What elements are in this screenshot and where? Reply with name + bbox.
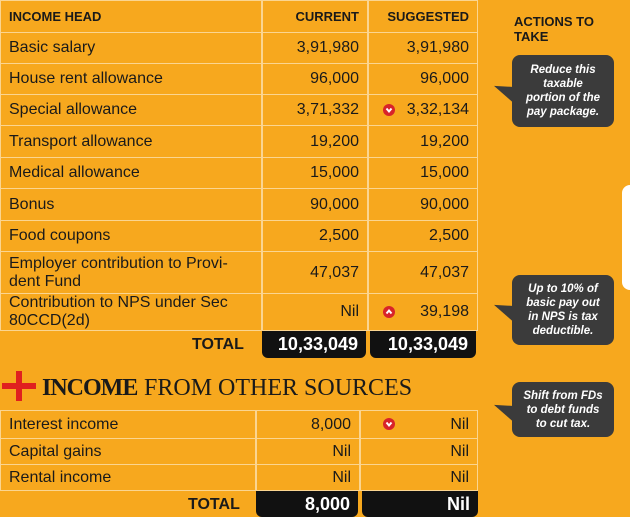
label-cell: Rental income xyxy=(0,464,256,491)
change-icon xyxy=(383,306,395,318)
label-cell: Basic salary xyxy=(0,32,262,64)
header-cell: SUGGESTED xyxy=(368,0,478,33)
action-callout: Up to 10% of basic pay out in NPS is tax… xyxy=(512,275,614,345)
value-cell: 96,000 xyxy=(262,63,368,95)
total-value: 10,33,049 xyxy=(370,331,476,358)
label-cell: Interest income xyxy=(0,410,256,439)
header-cell: INCOME HEAD xyxy=(0,0,262,33)
title-bold: INCOME xyxy=(42,375,138,401)
actions-heading: ACTIONS TO TAKE xyxy=(514,14,594,44)
label-cell: Contribution to NPS under Sec 80CCD(2d) xyxy=(0,293,262,331)
value-cell: 3,91,980 xyxy=(262,32,368,64)
total-value: Nil xyxy=(362,491,478,517)
label-cell: Bonus xyxy=(0,188,262,221)
label-cell: Medical allowance xyxy=(0,157,262,189)
value-cell: 39,198 xyxy=(368,293,478,331)
value-cell: 3,71,332 xyxy=(262,94,368,126)
total-value: 8,000 xyxy=(256,491,358,517)
value-cell: 90,000 xyxy=(262,188,368,221)
total-value: 10,33,049 xyxy=(262,331,366,358)
label-cell: Transport allowance xyxy=(0,125,262,158)
value-cell: 47,037 xyxy=(368,251,478,294)
value-cell: Nil xyxy=(360,464,478,491)
value-cell: 96,000 xyxy=(368,63,478,95)
value-cell: 47,037 xyxy=(262,251,368,294)
change-icon xyxy=(383,104,395,116)
value-cell: Nil xyxy=(360,438,478,465)
value-cell: 19,200 xyxy=(368,125,478,158)
value-cell: 8,000 xyxy=(256,410,360,439)
value-cell: 19,200 xyxy=(262,125,368,158)
header-cell: CURRENT xyxy=(262,0,368,33)
value-cell: 15,000 xyxy=(368,157,478,189)
label-cell: Employer contribution to Provi­dent Fund xyxy=(0,251,262,294)
total-label: TOTAL xyxy=(188,496,240,513)
plus-icon xyxy=(2,371,36,401)
label-cell: Food coupons xyxy=(0,220,262,252)
value-cell: 90,000 xyxy=(368,188,478,221)
label-cell: Capital gains xyxy=(0,438,256,465)
action-callout: Shift from FDs to debt funds to cut tax. xyxy=(512,382,614,437)
value-cell: 2,500 xyxy=(262,220,368,252)
value-cell: Nil xyxy=(256,464,360,491)
section-title: INCOME FROM OTHER SOURCES xyxy=(42,374,412,402)
value-cell: Nil xyxy=(256,438,360,465)
action-callout: Reduce this taxable portion of the pay p… xyxy=(512,55,614,127)
value-cell: 2,500 xyxy=(368,220,478,252)
label-cell: House rent allowance xyxy=(0,63,262,95)
edge-tab xyxy=(622,185,630,290)
change-icon xyxy=(383,418,395,430)
value-cell: 3,91,980 xyxy=(368,32,478,64)
value-cell: Nil xyxy=(360,410,478,439)
value-cell: Nil xyxy=(262,293,368,331)
label-cell: Special allowance xyxy=(0,94,262,126)
title-rest: FROM OTHER SOURCES xyxy=(144,375,413,401)
total-label: TOTAL xyxy=(192,336,244,353)
value-cell: 15,000 xyxy=(262,157,368,189)
